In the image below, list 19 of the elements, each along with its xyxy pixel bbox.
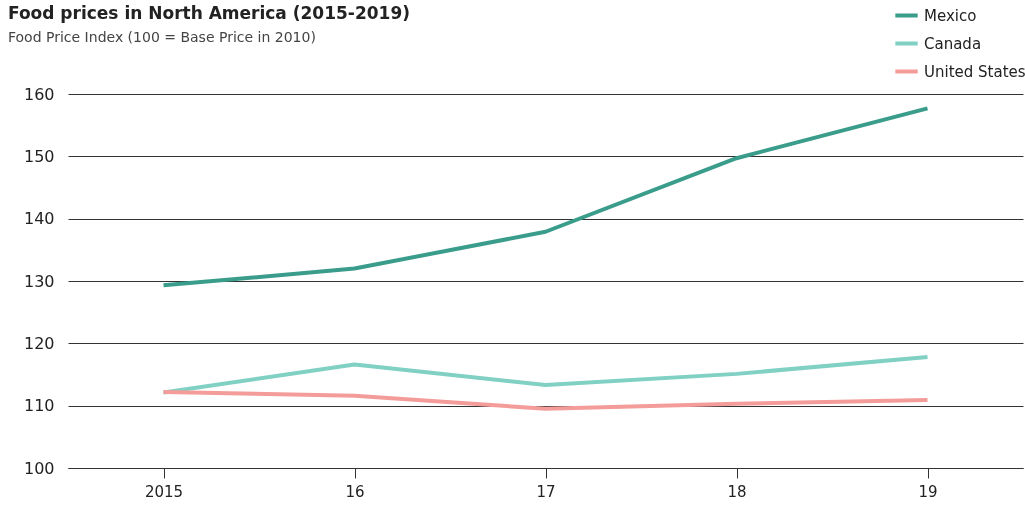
y-tick-label: 160: [23, 84, 55, 104]
y-tick-label: 120: [23, 333, 55, 353]
chart-subtitle: Food Price Index (100 = Base Price in 2010): [8, 29, 316, 45]
legend-label: Canada: [924, 34, 982, 53]
y-tick-label: 130: [23, 271, 55, 291]
x-tick-label: 2015: [144, 482, 184, 501]
legend-label: United States: [924, 62, 1025, 81]
x-tick-label: 19: [918, 482, 938, 501]
y-tick-label: 140: [23, 209, 55, 229]
line-series: [161, 389, 930, 411]
chart-title: Food prices in North America (2015-2019): [8, 3, 410, 23]
x-tick-label: 16: [345, 482, 365, 501]
line-series: [161, 106, 930, 288]
y-tick-label: 110: [23, 396, 55, 416]
y-tick-label: 100: [23, 458, 55, 478]
legend-label: Mexico: [924, 6, 977, 25]
x-tick-label: 17: [536, 482, 556, 501]
y-tick-label: 150: [23, 146, 55, 166]
x-tick-label: 18: [727, 482, 747, 501]
